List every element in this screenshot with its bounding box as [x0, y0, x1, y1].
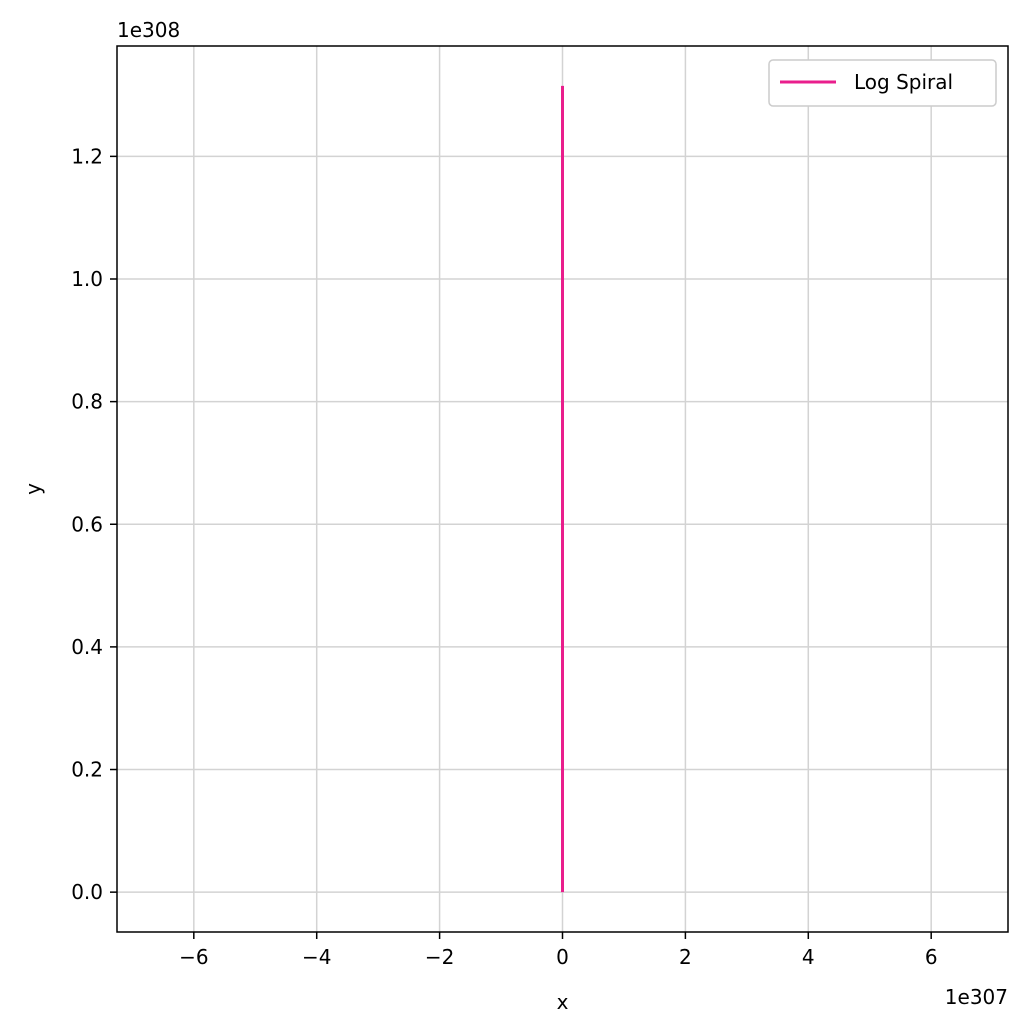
y-tick-label: 1.0	[71, 267, 103, 291]
y-axis-ticks: 0.0 0.2 0.4 0.6 0.8 1.0 1.2	[71, 144, 117, 904]
x-axis-offset-label: 1e307	[945, 985, 1008, 1009]
y-axis-label: y	[21, 483, 45, 495]
y-tick-label: 0.4	[71, 635, 103, 659]
x-tick-label: 0	[556, 945, 569, 969]
legend-label: Log Spiral	[854, 70, 953, 94]
x-axis-label: x	[557, 990, 569, 1014]
x-tick-label: −4	[302, 945, 331, 969]
legend-box	[768, 59, 997, 107]
x-tick-label: −6	[179, 945, 208, 969]
y-tick-label: 0.8	[71, 390, 103, 414]
y-tick-label: 1.2	[71, 144, 103, 168]
x-tick-label: −2	[425, 945, 454, 969]
y-axis-offset-label: 1e308	[117, 18, 180, 42]
x-tick-label: 4	[802, 945, 815, 969]
x-axis-ticks: −6 −4 −2 0 2 4 6	[179, 932, 938, 969]
y-tick-label: 0.2	[71, 758, 103, 782]
x-tick-label: 2	[679, 945, 692, 969]
y-tick-label: 0.0	[71, 880, 103, 904]
x-tick-label: 6	[925, 945, 938, 969]
legend: Log Spiral	[768, 59, 997, 107]
y-tick-label: 0.6	[71, 512, 103, 536]
